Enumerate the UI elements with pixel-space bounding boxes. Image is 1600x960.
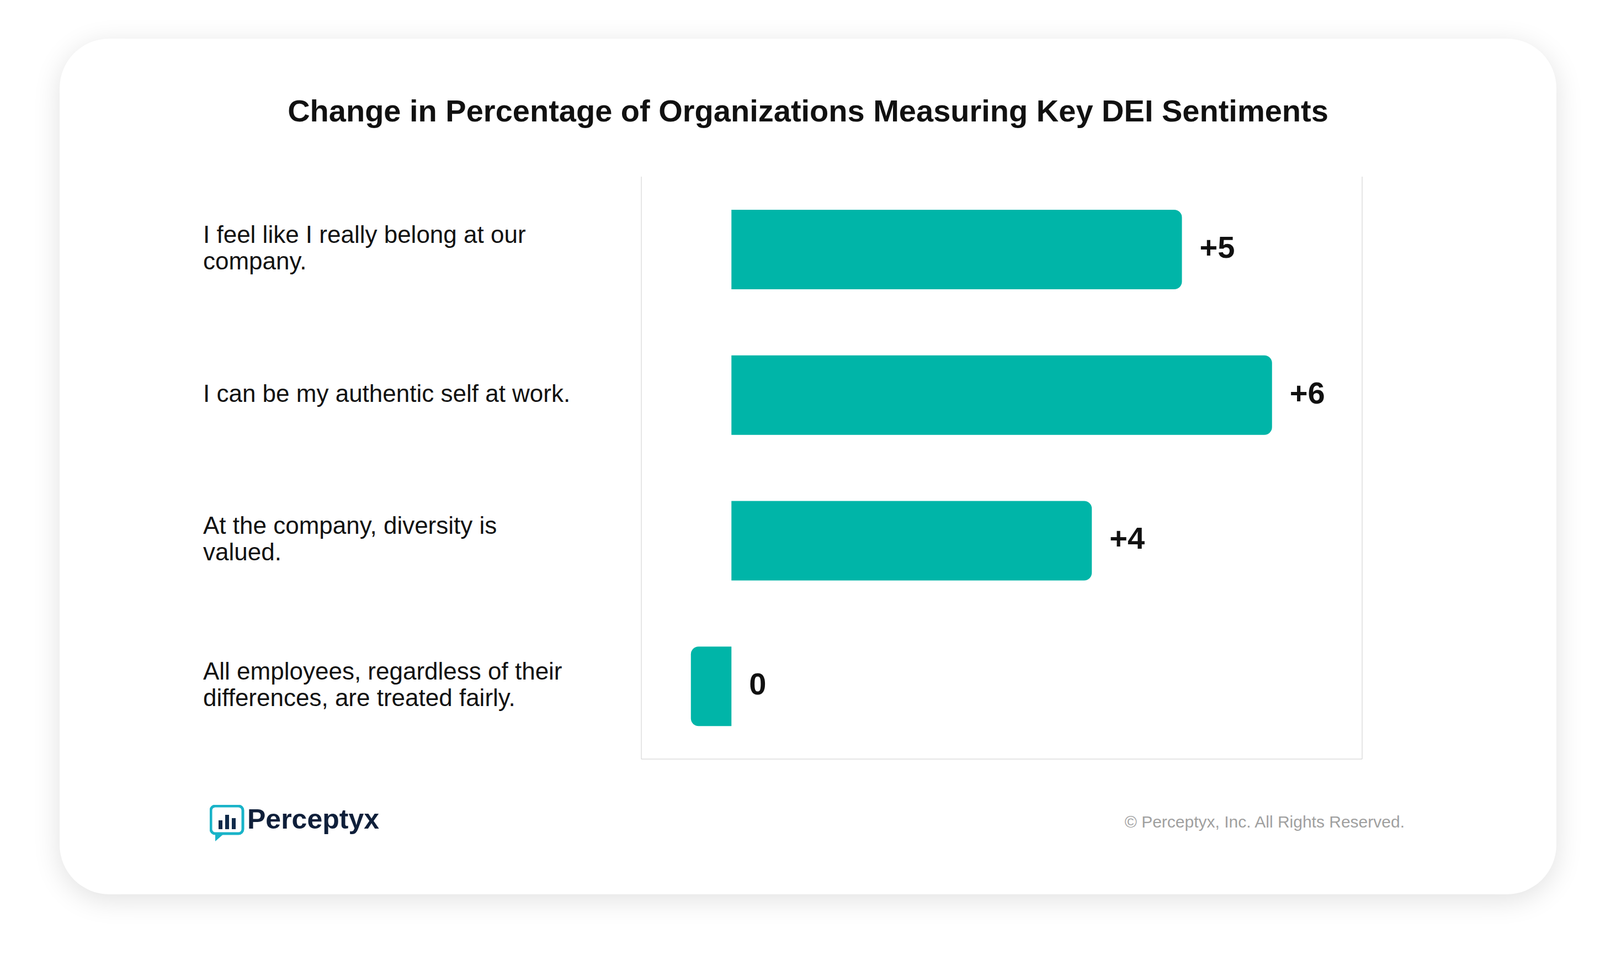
- html-text:Change in Percentage of Organi: Change in Percentage of Organizations Me…: [287, 93, 1329, 129]
- svg-text:+5: +5: [1199, 229, 1236, 265]
- svg-text:0: 0: [748, 666, 767, 701]
- html-text:Perceptyx: Perceptyx: [247, 803, 380, 835]
- svg-text:I feel like I really belong at: I feel like I really belong at ourcompan…: [203, 220, 526, 275]
- svg-text:I can be my authentic self at: I can be my authentic self at work.: [203, 379, 571, 407]
- html-text:© Perceptyx, Inc. All Rights R: © Perceptyx, Inc. All Rights Reserved.: [1124, 812, 1405, 831]
- svg-text:+6: +6: [1289, 375, 1326, 411]
- svg-text:+4: +4: [1109, 520, 1145, 556]
- svg-text:All employees, regardless of t: All employees, regardless of theirdiffer…: [203, 657, 563, 711]
- svg-text:At the company, diversity isva: At the company, diversity isvalued.: [203, 511, 497, 566]
